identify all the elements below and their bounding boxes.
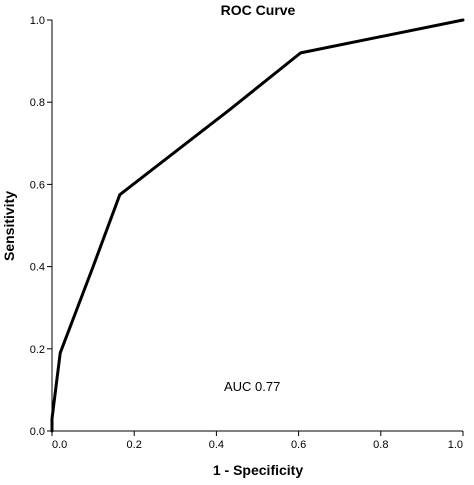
x-tick-label: 0.4 xyxy=(209,439,224,451)
x-axis-label: 1 - Specificity xyxy=(213,462,303,478)
x-tick-label: 0.6 xyxy=(291,439,306,451)
auc-annotation: AUC 0.77 xyxy=(224,379,280,394)
x-tick-label: 1.0 xyxy=(448,439,463,451)
y-tick-label: 0.0 xyxy=(30,426,45,438)
x-tick-label: 0.8 xyxy=(373,439,388,451)
x-ticks: 0.0 0.2 0.4 0.6 0.8 1.0 xyxy=(51,431,464,451)
plot-area xyxy=(51,20,463,432)
roc-curve-line xyxy=(50,18,465,433)
y-tick-label: 0.6 xyxy=(30,179,45,191)
y-ticks: 0.0 0.2 0.4 0.6 0.8 1.0 xyxy=(30,15,52,438)
series-layer xyxy=(50,18,465,433)
x-tick-label: 0.2 xyxy=(127,439,142,451)
y-tick-label: 1.0 xyxy=(30,15,45,27)
y-tick-label: 0.8 xyxy=(30,97,45,109)
x-tick-label: 0.0 xyxy=(52,439,67,451)
chart-title: ROC Curve xyxy=(221,2,296,18)
y-axis-label: Sensitivity xyxy=(1,191,17,261)
y-tick-label: 0.4 xyxy=(30,262,45,274)
y-tick-label: 0.2 xyxy=(30,344,45,356)
